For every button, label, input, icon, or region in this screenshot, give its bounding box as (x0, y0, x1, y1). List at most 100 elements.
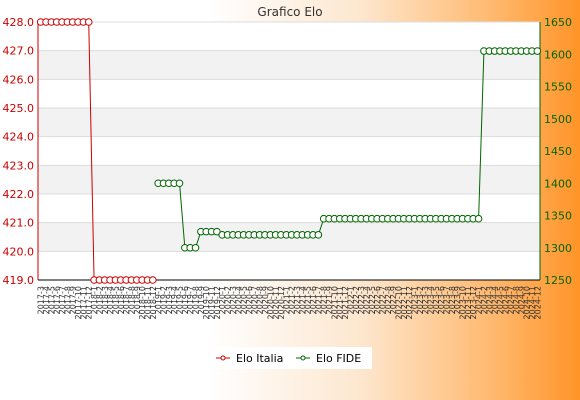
x-tick-label: 2019-4 (170, 286, 179, 314)
y-left-tick-label: 426.0 (3, 73, 35, 86)
x-tick-label: 2024-3 (485, 286, 494, 314)
y-right-tick-label: 1350 (544, 210, 572, 223)
x-tick-label: 2019-8 (192, 286, 201, 314)
y-left-tick-label: 421.0 (3, 217, 35, 230)
y-left-tick-label: 419.0 (3, 274, 35, 287)
y-left-tick-label: 424.0 (3, 131, 35, 144)
elo-fide-point (175, 179, 184, 188)
x-tick-label: 2017-10 (74, 286, 83, 319)
x-tick-label: 2019-12 (213, 286, 222, 319)
x-tick-label: 2017-9 (69, 286, 78, 314)
x-tick-label: 2022-10 (394, 286, 403, 319)
legend-item-elo-italia: Elo Italia (236, 352, 283, 365)
x-tick-label: 2019-6 (181, 286, 190, 314)
x-tick-label: 2018-6 (117, 286, 126, 314)
x-tick-label: 2018-10 (138, 286, 147, 319)
x-tick-label: 2021-3 (293, 286, 302, 314)
x-tick-label: 2020-2 (224, 286, 233, 314)
x-tick-label: 2022-9 (389, 286, 398, 314)
x-tick-label: 2023-4 (427, 286, 436, 314)
x-tick-label: 2020-12 (277, 286, 286, 319)
x-tick-label: 2022-1 (346, 286, 355, 314)
x-tick-label: 2024-7 (507, 286, 516, 314)
elo-italia-point (84, 18, 93, 26)
x-tick-label: 2023-11 (464, 286, 473, 319)
x-tick-label: 2019-2 (160, 286, 169, 314)
plot-band (38, 108, 540, 137)
x-tick-label: 2017-11 (79, 286, 88, 319)
x-tick-label: 2020-7 (250, 286, 259, 314)
y-left-tick-label: 425.0 (3, 102, 35, 115)
x-tick-label: 2024-8 (512, 286, 521, 314)
x-tick-label: 2019-3 (165, 286, 174, 314)
legend-box (210, 347, 372, 369)
x-tick-label: 2022-11 (400, 286, 409, 319)
x-tick-label: 2021-9 (325, 286, 334, 314)
x-tick-label: 2020-5 (240, 286, 249, 314)
y-left-tick-label: 423.0 (3, 159, 35, 172)
x-tick-label: 2020-11 (272, 286, 281, 319)
elo-italia-point (149, 276, 157, 284)
x-tick-label: 2017-12 (85, 286, 94, 319)
plot-band (38, 50, 540, 80)
x-tick-label: 2023-1 (411, 286, 420, 314)
y-right-tick-label: 1400 (544, 177, 572, 190)
x-tick-label: 2023-7 (443, 286, 452, 314)
legend-swatch-marker (220, 355, 226, 361)
x-tick-label: 2018-2 (95, 286, 104, 314)
x-tick-label: 2017-4 (42, 286, 51, 314)
x-tick-label: 2022-7 (378, 286, 387, 314)
elo-fide-point (213, 227, 221, 236)
y-left-tick-label: 428.0 (3, 16, 35, 29)
legend-swatch-marker (300, 355, 306, 361)
x-tick-label: 2018-4 (106, 286, 115, 314)
x-tick-label: 2023-8 (448, 286, 457, 314)
x-tick-label: 2023-3 (421, 286, 430, 314)
y-right-tick-label: 1550 (544, 81, 572, 94)
x-tick-label: 2024-1 (475, 286, 484, 314)
x-tick-label: 2022-6 (373, 286, 382, 314)
x-tick-label: 2021-1 (282, 286, 291, 314)
y-left-tick-label: 420.0 (3, 245, 35, 258)
y-right-tick-label: 1500 (544, 113, 572, 126)
x-tick-label: 2021-10 (330, 286, 339, 319)
x-tick-label: 2017-5 (47, 286, 56, 314)
x-tick-label: 2022-3 (357, 286, 366, 314)
x-tick-label: 2018-11 (143, 286, 152, 319)
x-tick-label: 2022-2 (352, 286, 361, 314)
x-tick-label: 2017-6 (53, 286, 62, 314)
y-right-tick-label: 1450 (544, 145, 572, 158)
x-tick-label: 2020-10 (266, 286, 275, 319)
x-tick-label: 2018-7 (122, 286, 131, 314)
x-tick-label: 2019-11 (208, 286, 217, 319)
x-tick-label: 2018-1 (90, 286, 99, 314)
x-tick-label: 2021-12 (341, 286, 350, 319)
x-tick-label: 2024-11 (528, 286, 537, 319)
x-tick-label: 2020-1 (218, 286, 227, 314)
x-tick-label: 2018-5 (111, 286, 120, 314)
x-tick-label: 2023-12 (469, 286, 478, 319)
y-right-tick-label: 1250 (544, 274, 572, 287)
x-tick-label: 2024-9 (517, 286, 526, 314)
x-tick-label: 2017-7 (58, 286, 67, 314)
x-tick-label: 2022-12 (405, 286, 414, 319)
x-tick-label: 2021-8 (320, 286, 329, 314)
legend-item-elo-fide: Elo FIDE (316, 352, 361, 365)
x-tick-label: 2024-5 (496, 286, 505, 314)
x-tick-label: 2020-4 (234, 286, 243, 314)
x-tick-label: 2022-4 (362, 286, 371, 314)
plot-band (38, 165, 540, 194)
x-tick-label: 2021-5 (304, 286, 313, 314)
x-tick-label: 2020-9 (261, 286, 270, 314)
x-tick-label: 2022-5 (368, 286, 377, 314)
x-tick-label: 2024-10 (523, 286, 532, 319)
y-left-tick-label: 427.0 (3, 45, 35, 58)
x-tick-label: 2021-4 (298, 286, 307, 314)
x-tick-label: 2021-11 (336, 286, 345, 319)
y-left-tick-label: 422.0 (3, 188, 35, 201)
x-tick-label: 2023-2 (416, 286, 425, 314)
x-tick-label: 2018-8 (127, 286, 136, 314)
x-tick-label: 2020-3 (229, 286, 238, 314)
x-tick-label: 2019-5 (176, 286, 185, 314)
